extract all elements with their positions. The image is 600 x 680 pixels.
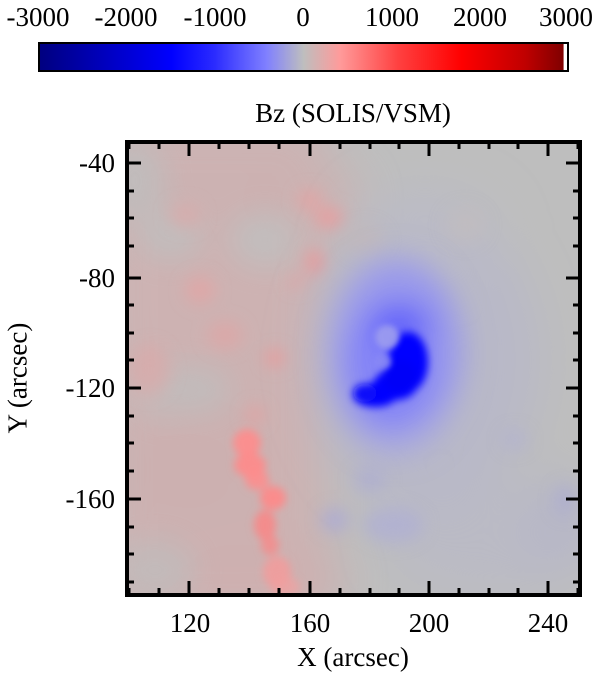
x-axis-ticks	[187, 142, 550, 595]
y-tick-label: -80	[79, 263, 115, 293]
y-axis-ticks	[127, 161, 580, 501]
x-tick-label: 240	[527, 608, 569, 638]
x-tick-label: 200	[408, 608, 450, 638]
x-tick-label: 120	[169, 608, 211, 638]
y-tick-label: -160	[65, 484, 116, 514]
chart-title: Bz (SOLIS/VSM)	[255, 98, 451, 128]
colorbar-label-min: -3000	[6, 2, 70, 32]
colorbar-label-max: 3000	[539, 2, 593, 32]
magnetogram-plot	[125, 140, 582, 597]
colorbar-label: -1000	[183, 2, 247, 32]
y-tick-label: -120	[65, 373, 116, 403]
y-tick-label: -40	[79, 148, 115, 178]
x-axis-label: X (arcsec)	[297, 642, 409, 672]
magnetogram-image	[125, 140, 582, 597]
y-axis-label: Y (arcsec)	[2, 322, 33, 434]
colorbar	[38, 42, 569, 72]
colorbar-label: 1000	[365, 2, 419, 32]
x-tick-label: 160	[289, 608, 331, 638]
colorbar-label: 2000	[453, 2, 507, 32]
colorbar-label: -2000	[94, 2, 158, 32]
colorbar-label-zero: 0	[296, 2, 310, 32]
